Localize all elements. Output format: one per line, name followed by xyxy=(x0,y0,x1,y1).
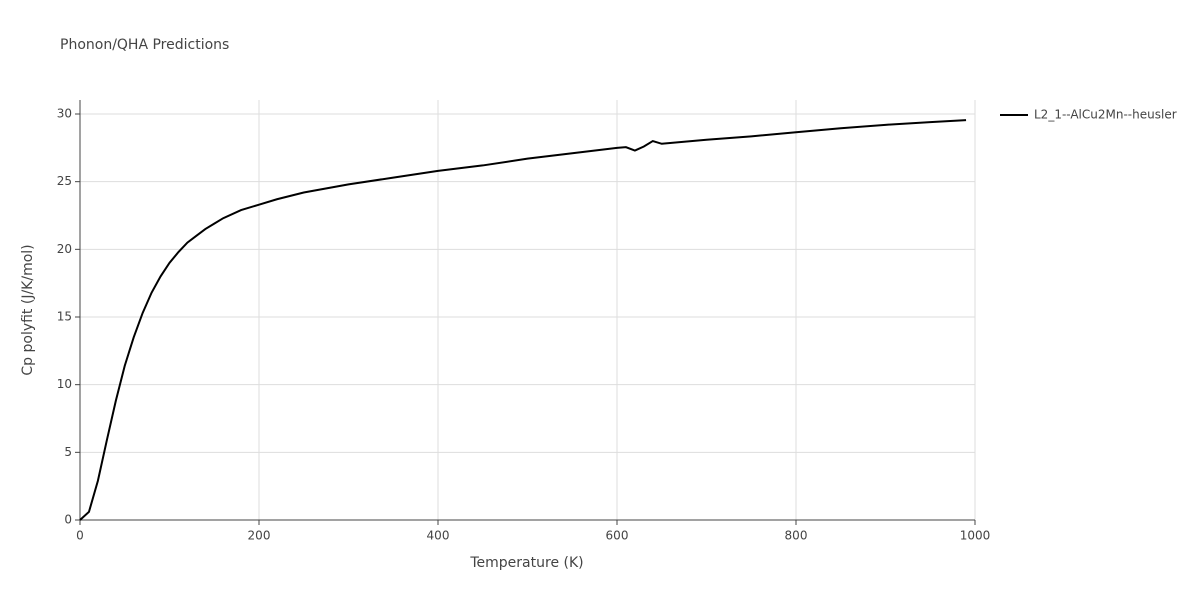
y-tick-label: 10 xyxy=(57,377,72,391)
x-tick-label: 800 xyxy=(785,529,808,543)
data-line xyxy=(79,119,967,521)
x-tick-label: 600 xyxy=(606,529,629,543)
x-tick-label: 400 xyxy=(427,529,450,543)
x-tick-label: 1000 xyxy=(960,529,991,543)
y-tick-label: 0 xyxy=(64,513,72,527)
x-axis-label: Temperature (K) xyxy=(469,555,583,571)
legend-label: L2_1--AlCu2Mn--heusler xyxy=(1034,108,1177,122)
y-axis-label: Cp polyfit (J/K/mol) xyxy=(20,244,36,375)
y-tick-label: 20 xyxy=(57,242,72,256)
x-tick-label: 0 xyxy=(76,529,84,543)
x-tick-label: 200 xyxy=(248,529,271,543)
chart-title: Phonon/QHA Predictions xyxy=(60,37,229,53)
y-tick-label: 5 xyxy=(64,445,72,459)
y-tick-label: 25 xyxy=(57,174,72,188)
y-tick-label: 15 xyxy=(57,310,72,324)
y-tick-label: 30 xyxy=(57,107,72,121)
